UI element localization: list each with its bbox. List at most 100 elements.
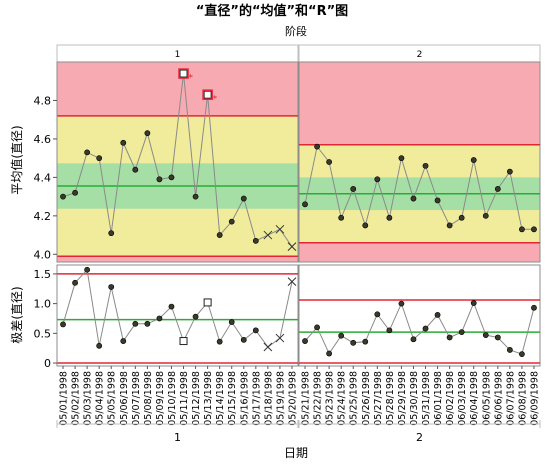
x-date-label: 05/18/1998 <box>263 371 274 426</box>
xbar-point-dot <box>350 186 357 192</box>
xbar-point-dot <box>302 201 308 208</box>
x-date-label: 06/08/1998 <box>517 371 528 426</box>
x-axis-title: 日期 <box>284 446 308 460</box>
range-point-dot <box>470 300 477 306</box>
xbar-point-dot <box>252 237 259 244</box>
xbar-point-dot <box>398 155 405 162</box>
x-date-label: 05/07/1998 <box>131 371 142 426</box>
xbar-flag-label: * <box>189 74 194 84</box>
xbar-point-dot <box>386 214 393 221</box>
range-point-dot <box>252 327 259 334</box>
xbar-panel-frame <box>298 61 541 263</box>
range-point-dot <box>144 320 151 327</box>
xbar-point-dot <box>60 193 66 200</box>
x-date-label: 05/04/1998 <box>95 371 106 426</box>
x-date-label: 06/01/1998 <box>433 371 444 426</box>
x-date-label: 05/30/1998 <box>409 371 420 426</box>
xbar-point-dot <box>531 226 537 233</box>
range-point-x <box>275 333 285 343</box>
range-point-dot <box>302 338 308 344</box>
range-point-dot <box>434 312 441 318</box>
phase-title: 阶段 <box>285 24 307 38</box>
phase-group-label: 1 <box>174 431 181 444</box>
xbar-y-tick-label: 4.8 <box>34 94 52 107</box>
xbar-point-dot <box>446 222 453 229</box>
range-y-tick-label: 1.0 <box>34 298 52 311</box>
xbar-point-dot <box>120 139 127 146</box>
x-date-label: 05/22/1998 <box>313 371 324 426</box>
xbar-flag-box <box>178 68 189 79</box>
x-date-label: 05/26/1998 <box>361 371 372 426</box>
range-point-dot <box>60 321 66 328</box>
phase-group-label: 2 <box>416 431 423 444</box>
range-y-tick-label: 1.5 <box>34 268 52 281</box>
range-y-axis-title: 极差(直径) <box>10 286 24 343</box>
xbar-point-x <box>287 242 297 251</box>
x-date-label: 06/02/1998 <box>445 371 456 426</box>
xbar-point-dot <box>72 189 78 196</box>
xbar-flag-label: * <box>213 95 218 105</box>
range-point-dot <box>168 303 175 310</box>
range-point-dot <box>326 350 333 357</box>
range-y-tick-label: 0.5 <box>34 327 52 340</box>
range-point-dot <box>350 339 357 346</box>
xbar-point-dot <box>144 130 151 137</box>
plot-layer: 1 24.04.24.44.64.800.51.01.5**05/01/1998 0… <box>34 44 541 444</box>
x-date-label: 06/06/1998 <box>493 371 504 426</box>
xbar-point-dot <box>519 226 525 233</box>
xbar-y-tick-label: 4.6 <box>34 133 52 146</box>
range-point-dot <box>386 327 393 334</box>
x-date-label: 05/24/1998 <box>337 371 348 426</box>
xbar-point-x <box>275 224 285 234</box>
x-date-label: 05/19/1998 <box>275 371 286 426</box>
xbar-series-line <box>304 145 534 230</box>
xbar-point-dot <box>362 222 369 229</box>
range-point-x <box>287 277 297 286</box>
xbar-y-tick-label: 4.0 <box>34 248 52 261</box>
x-date-label: 05/25/1998 <box>349 371 360 426</box>
x-date-label: 05/03/1998 <box>83 371 94 426</box>
x-date-label: 05/29/1998 <box>397 371 408 426</box>
xbar-series-line <box>62 73 293 247</box>
x-date-label: 05/23/1998 <box>325 371 336 426</box>
range-point-dot <box>362 338 369 345</box>
x-date-label: 05/11/1998 <box>179 371 190 426</box>
xbar-point-square <box>179 69 188 78</box>
range-point-dot <box>519 351 525 358</box>
x-date-label: 05/08/1998 <box>143 371 154 426</box>
xbar-point-dot <box>228 218 235 225</box>
xbar-point-dot <box>192 193 199 200</box>
x-date-label: 05/16/1998 <box>239 371 250 426</box>
range-point-dot <box>494 334 501 341</box>
xbar-point-dot <box>96 155 103 162</box>
xbar-point-dot <box>132 166 139 173</box>
xbar-point-dot <box>470 157 477 163</box>
range-point-x <box>263 342 273 352</box>
x-date-label: 06/03/1998 <box>457 371 468 426</box>
range-point-dot <box>374 311 381 318</box>
xbar-point-dot <box>374 176 381 183</box>
xbar-point-dot <box>314 143 320 150</box>
phase-header-label: 1 <box>175 50 181 60</box>
chart-title: “直径”的“均值”和“R”图 <box>196 3 348 19</box>
range-point-dot <box>84 266 91 273</box>
x-date-label: 06/07/1998 <box>505 371 516 426</box>
x-date-label: 05/17/1998 <box>251 371 262 426</box>
range-point-dot <box>338 332 345 339</box>
x-date-label: 05/09/1998 <box>155 371 166 426</box>
xbar-point-dot <box>422 162 429 169</box>
xbar-point-dot <box>338 214 345 221</box>
range-point-dot <box>410 336 417 343</box>
xbar-point-dot <box>458 214 465 221</box>
range-point-dot <box>120 338 127 344</box>
xbar-point-dot <box>434 197 441 204</box>
range-point-dot <box>458 329 465 336</box>
x-date-label: 05/02/1998 <box>71 371 82 426</box>
range-point-dot <box>96 342 103 349</box>
range-point-dot <box>506 347 513 353</box>
xbar-point-square <box>203 90 212 99</box>
x-date-label: 05/28/1998 <box>385 371 396 426</box>
range-point-dot <box>156 315 163 322</box>
